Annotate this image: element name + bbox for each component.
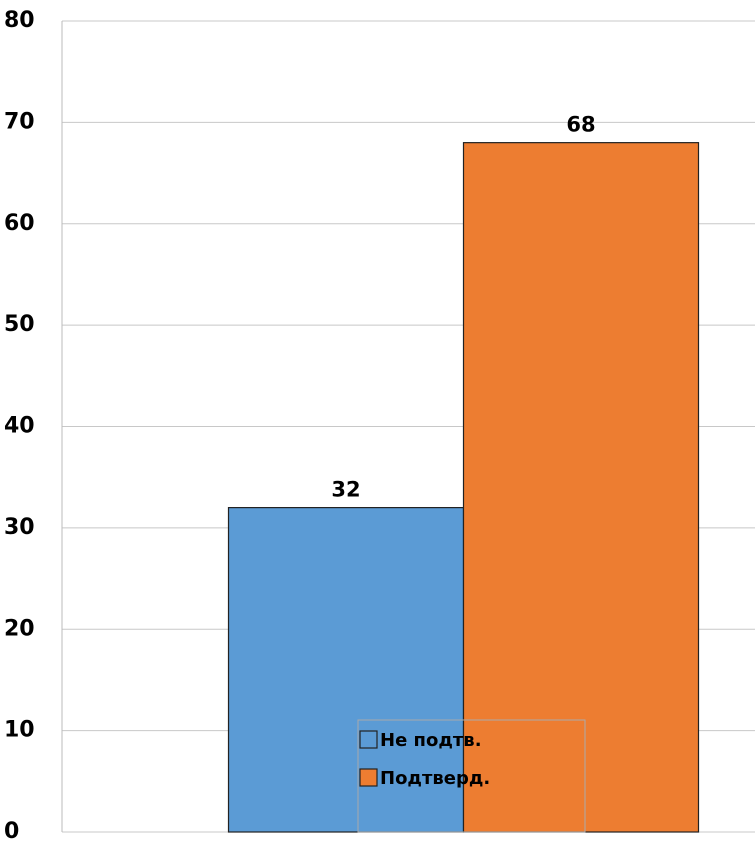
y-tick-label: 40 [4, 414, 35, 439]
y-tick-label: 30 [4, 515, 35, 540]
y-tick-label: 50 [4, 312, 35, 337]
bar [462, 142, 700, 833]
legend-swatch [359, 768, 378, 787]
y-tick-label: 80 [4, 8, 35, 33]
legend-label: Подтверд. [380, 768, 490, 789]
y-tick-label: 70 [4, 109, 35, 134]
y-tick-label: 60 [4, 211, 35, 236]
y-tick-label: 10 [4, 718, 35, 743]
y-tick-label: 20 [4, 616, 35, 641]
data-label: 68 [566, 113, 595, 137]
bar [227, 507, 465, 833]
y-tick-label: 0 [4, 819, 19, 844]
data-label: 32 [331, 478, 360, 502]
legend-label: Не подтв. [380, 730, 482, 751]
legend-box [357, 719, 586, 833]
legend-swatch [359, 730, 378, 749]
